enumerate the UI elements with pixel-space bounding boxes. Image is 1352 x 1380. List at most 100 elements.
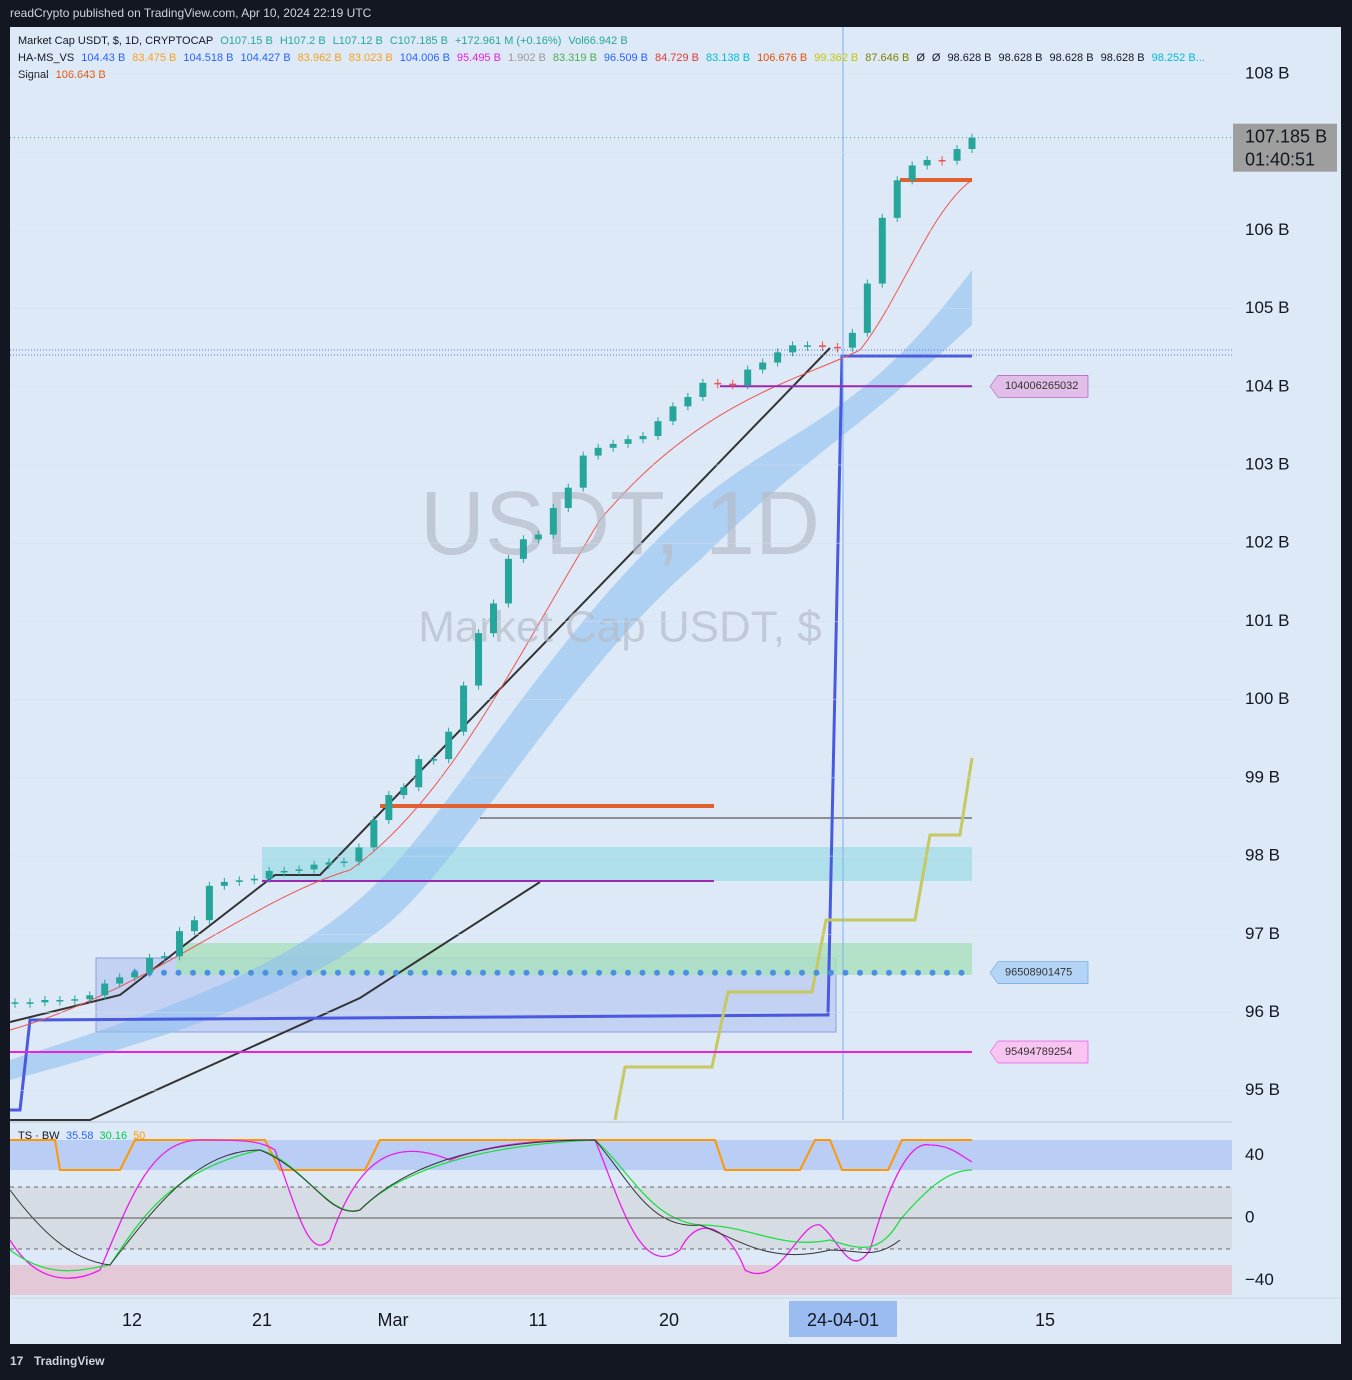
candle-body bbox=[340, 861, 348, 864]
candle-body bbox=[205, 885, 213, 921]
candle-body bbox=[460, 685, 468, 732]
legend-item: 104.006 B bbox=[400, 52, 450, 64]
level-dot bbox=[567, 969, 573, 976]
legend-item: 104.427 B bbox=[241, 52, 291, 64]
level-dot bbox=[190, 969, 196, 976]
price-tag-countdown: 01:40:51 bbox=[1245, 149, 1315, 169]
level-dot bbox=[900, 969, 907, 976]
level-dot bbox=[828, 969, 834, 976]
legend-item: Ø bbox=[916, 52, 925, 64]
level-dot bbox=[842, 969, 849, 976]
legend-item: Market Cap USDT, $, 1D, CRYPTOCAP bbox=[18, 35, 213, 47]
level-dot bbox=[422, 969, 428, 976]
y-tick-label: 104 B bbox=[1245, 376, 1289, 395]
legend-item: Signal bbox=[18, 69, 49, 81]
candle-body bbox=[415, 759, 423, 788]
legend-item: 96.509 B bbox=[604, 52, 648, 64]
osc-tick-label: 0 bbox=[1245, 1207, 1254, 1226]
x-tick-label: 21 bbox=[252, 1310, 272, 1330]
level-dot bbox=[436, 969, 443, 976]
osc-name: TS · BW bbox=[18, 1130, 60, 1142]
level-dot bbox=[378, 969, 385, 976]
candle-body bbox=[579, 455, 587, 488]
legend-item: 1.902 B bbox=[508, 52, 546, 64]
candle-body bbox=[310, 864, 318, 870]
price-tag bbox=[1233, 123, 1337, 172]
candle-body bbox=[774, 352, 782, 363]
footer: TradingView bbox=[34, 1354, 105, 1368]
candle-body bbox=[938, 159, 946, 162]
legend-item: Vol66.942 B bbox=[568, 35, 627, 47]
watermark: Market Cap USDT, $ bbox=[418, 603, 821, 652]
legend-item: 83.023 B bbox=[349, 52, 393, 64]
legend-item: O107.15 B bbox=[220, 35, 273, 47]
candle-body bbox=[101, 983, 109, 996]
candle-body bbox=[400, 787, 408, 796]
candle-body bbox=[833, 346, 841, 349]
candle-body bbox=[699, 382, 707, 397]
candle-body bbox=[669, 406, 677, 422]
candle-body bbox=[654, 421, 662, 437]
level-dot bbox=[509, 969, 515, 976]
legend-item: 87.646 B bbox=[865, 52, 909, 64]
osc-band bbox=[10, 1265, 1232, 1295]
candle-body bbox=[295, 869, 303, 871]
candle-body bbox=[594, 447, 602, 456]
y-tick-label: 101 B bbox=[1245, 611, 1289, 630]
y-tick-label: 108 B bbox=[1245, 63, 1289, 82]
y-tick-label: 100 B bbox=[1245, 689, 1289, 708]
candle-body bbox=[923, 159, 931, 166]
legend-item: 98.252 B... bbox=[1152, 52, 1205, 64]
candle-body bbox=[475, 633, 483, 686]
level-dot bbox=[654, 969, 660, 976]
watermark: USDT, 1D bbox=[420, 474, 820, 574]
candle-body bbox=[265, 870, 273, 879]
level-dot bbox=[596, 969, 602, 976]
candle-body bbox=[878, 217, 886, 284]
level-dot bbox=[494, 969, 501, 976]
level-dot bbox=[581, 969, 588, 976]
level-dot bbox=[175, 969, 182, 976]
legend-item: L107.12 B bbox=[333, 35, 383, 47]
candle-body bbox=[235, 880, 243, 882]
level-dot bbox=[291, 969, 298, 976]
y-tick-label: 98 B bbox=[1245, 846, 1280, 865]
candle-body bbox=[161, 956, 169, 958]
candle-body bbox=[190, 920, 198, 932]
candle-body bbox=[953, 149, 961, 161]
legend-item: 106.676 B bbox=[757, 52, 807, 64]
level-dot bbox=[784, 969, 791, 976]
candle-body bbox=[759, 362, 767, 370]
candle-body bbox=[355, 847, 363, 862]
x-tick-label: 15 bbox=[1035, 1310, 1055, 1330]
osc-line bbox=[10, 1139, 972, 1171]
candle-body bbox=[430, 759, 438, 761]
legend-item: C107.185 B bbox=[390, 35, 448, 47]
legend-item: 83.138 B bbox=[706, 52, 750, 64]
candle-body bbox=[56, 999, 64, 1002]
zone bbox=[262, 847, 972, 881]
candle-body bbox=[908, 165, 916, 181]
candle-body bbox=[684, 396, 692, 407]
legend-item: Ø bbox=[932, 52, 941, 64]
candle-body bbox=[116, 977, 124, 984]
level-dot bbox=[625, 969, 631, 976]
candle-body bbox=[714, 382, 722, 385]
level-dot bbox=[306, 969, 312, 976]
legend-item: 98.628 B bbox=[1050, 52, 1094, 64]
x-tick-label: 11 bbox=[529, 1310, 548, 1330]
level-dot bbox=[407, 969, 414, 976]
level-dot bbox=[552, 969, 559, 976]
candle-body bbox=[250, 878, 258, 881]
level-dot bbox=[364, 969, 370, 976]
level-tag bbox=[989, 961, 1089, 984]
level-dot bbox=[712, 969, 718, 976]
candle-body bbox=[639, 436, 647, 440]
level-dot bbox=[683, 969, 689, 976]
legend-item: 106.643 B bbox=[56, 69, 106, 81]
y-tick-label: 96 B bbox=[1245, 1002, 1280, 1021]
candle-body bbox=[818, 345, 826, 347]
x-tick-label: Mar bbox=[378, 1310, 409, 1330]
